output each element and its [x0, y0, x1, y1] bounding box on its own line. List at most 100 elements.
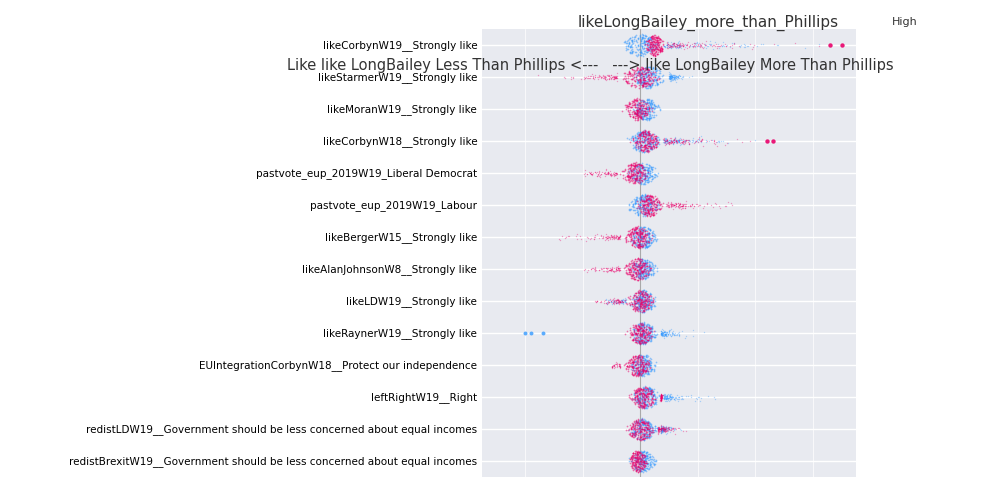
Point — [635, 333, 650, 341]
Point — [659, 201, 675, 208]
Point — [638, 264, 653, 272]
Point — [638, 144, 653, 151]
Point — [636, 352, 651, 360]
Point — [622, 164, 638, 172]
Point — [653, 391, 669, 399]
Point — [599, 300, 615, 308]
Point — [623, 390, 639, 397]
Point — [636, 259, 651, 267]
Point — [638, 102, 653, 110]
Point — [667, 393, 683, 401]
Point — [630, 137, 646, 145]
Point — [608, 297, 624, 305]
Point — [704, 136, 719, 144]
Point — [635, 303, 650, 311]
Text: pastvote_eup_2019W19_Labour: pastvote_eup_2019W19_Labour — [310, 200, 477, 211]
Point — [640, 263, 655, 271]
Point — [645, 428, 660, 436]
Point — [708, 40, 724, 48]
Point — [629, 338, 645, 346]
Point — [765, 137, 780, 145]
Point — [658, 393, 674, 401]
Point — [636, 164, 651, 171]
Point — [633, 109, 648, 116]
Point — [634, 332, 649, 340]
Point — [638, 195, 653, 203]
Point — [632, 300, 647, 307]
Point — [635, 296, 650, 304]
Point — [625, 135, 641, 143]
Point — [642, 401, 657, 409]
Point — [645, 297, 660, 305]
Point — [642, 453, 657, 461]
Point — [630, 112, 646, 119]
Point — [625, 352, 641, 360]
Point — [639, 367, 654, 375]
Point — [629, 255, 645, 263]
Point — [634, 420, 649, 428]
Point — [652, 393, 668, 401]
Point — [637, 327, 652, 335]
Point — [637, 448, 652, 455]
Point — [637, 112, 652, 120]
Point — [627, 457, 643, 465]
Point — [635, 262, 650, 270]
Point — [626, 458, 642, 466]
Point — [639, 105, 654, 113]
Point — [630, 270, 646, 278]
Point — [707, 137, 722, 145]
Point — [625, 263, 641, 271]
Point — [629, 134, 645, 142]
Point — [640, 35, 655, 43]
Point — [667, 71, 683, 79]
Point — [653, 423, 669, 431]
Point — [629, 354, 645, 362]
Point — [643, 71, 658, 79]
Point — [631, 394, 646, 402]
Point — [633, 358, 648, 366]
Point — [640, 396, 655, 404]
Point — [633, 369, 648, 377]
Point — [636, 175, 651, 183]
Point — [596, 169, 612, 177]
Point — [631, 435, 646, 443]
Point — [626, 395, 642, 403]
Point — [671, 42, 687, 50]
Point — [645, 81, 660, 89]
Point — [635, 66, 650, 74]
Point — [632, 293, 647, 300]
Point — [636, 266, 651, 274]
Point — [627, 137, 643, 145]
Point — [630, 427, 646, 435]
Point — [639, 417, 654, 425]
Point — [629, 101, 645, 109]
Point — [668, 393, 684, 401]
Point — [631, 465, 646, 473]
Point — [636, 400, 651, 408]
Point — [660, 425, 676, 433]
Point — [618, 46, 634, 54]
Point — [639, 388, 654, 396]
Point — [665, 425, 681, 432]
Point — [633, 287, 648, 295]
Point — [611, 298, 627, 305]
Point — [671, 137, 687, 145]
Point — [639, 388, 654, 395]
Point — [638, 196, 653, 204]
Point — [633, 363, 648, 371]
Point — [636, 385, 651, 393]
Point — [643, 385, 658, 393]
Point — [633, 336, 648, 344]
Point — [573, 75, 588, 83]
Point — [632, 370, 647, 377]
Point — [631, 161, 646, 169]
Point — [650, 45, 666, 53]
Point — [621, 358, 637, 366]
Point — [634, 353, 649, 361]
Point — [578, 172, 593, 180]
Point — [630, 234, 646, 242]
Point — [638, 291, 653, 299]
Point — [645, 332, 660, 339]
Point — [626, 301, 642, 309]
Point — [644, 131, 659, 139]
